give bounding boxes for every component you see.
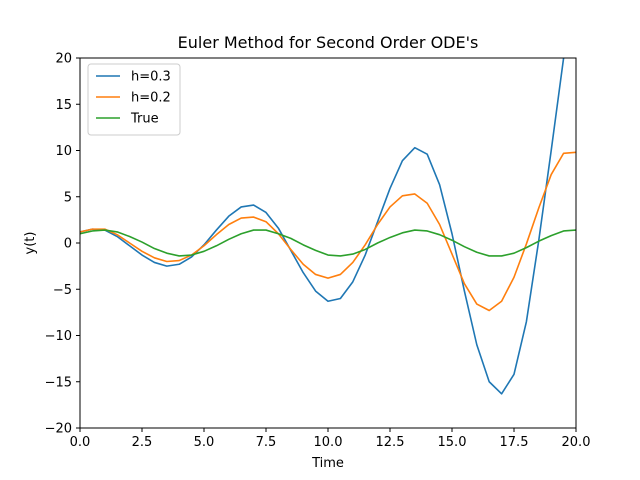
- y-axis: −20 −15 −10 −5 0 5 10 15 20: [45, 52, 80, 437]
- y-tick-label: −15: [45, 375, 72, 390]
- y-tick-label: −20: [45, 422, 72, 437]
- legend-label: True: [130, 112, 159, 127]
- series-layer: [80, 58, 576, 395]
- legend-label: h=0.3: [131, 70, 171, 85]
- y-tick-label: 15: [55, 98, 72, 113]
- y-axis-title: y(t): [23, 232, 38, 255]
- y-tick-label: −5: [53, 283, 72, 298]
- x-axis: 0.0 2.5 5.0 7.5 10.0 12.5 15.0 17.5 20.0: [70, 428, 591, 450]
- x-tick-label: 7.5: [256, 435, 277, 450]
- x-tick-label: 2.5: [132, 435, 153, 450]
- series-line-2: [80, 151, 576, 312]
- y-tick-label: 0: [64, 237, 72, 252]
- x-tick-label: 10.0: [314, 435, 343, 450]
- y-tick-label: −10: [45, 329, 72, 344]
- x-axis-title: Time: [311, 456, 344, 471]
- x-tick-label: 17.5: [500, 435, 529, 450]
- x-tick-label: 20.0: [562, 435, 591, 450]
- legend-label: h=0.2: [131, 91, 171, 106]
- y-tick-label: 5: [64, 190, 72, 205]
- x-tick-label: 15.0: [438, 435, 467, 450]
- x-tick-label: 12.5: [376, 435, 405, 450]
- legend: h=0.3 h=0.2 True: [87, 63, 181, 136]
- series-line-3: [80, 229, 576, 257]
- chart-title: Euler Method for Second Order ODE's: [178, 33, 479, 52]
- series-line-1: [80, 58, 565, 395]
- x-tick-label: 5.0: [194, 435, 215, 450]
- y-tick-label: 20: [55, 52, 72, 67]
- y-tick-label: 10: [55, 144, 72, 159]
- x-tick-label: 0.0: [70, 435, 91, 450]
